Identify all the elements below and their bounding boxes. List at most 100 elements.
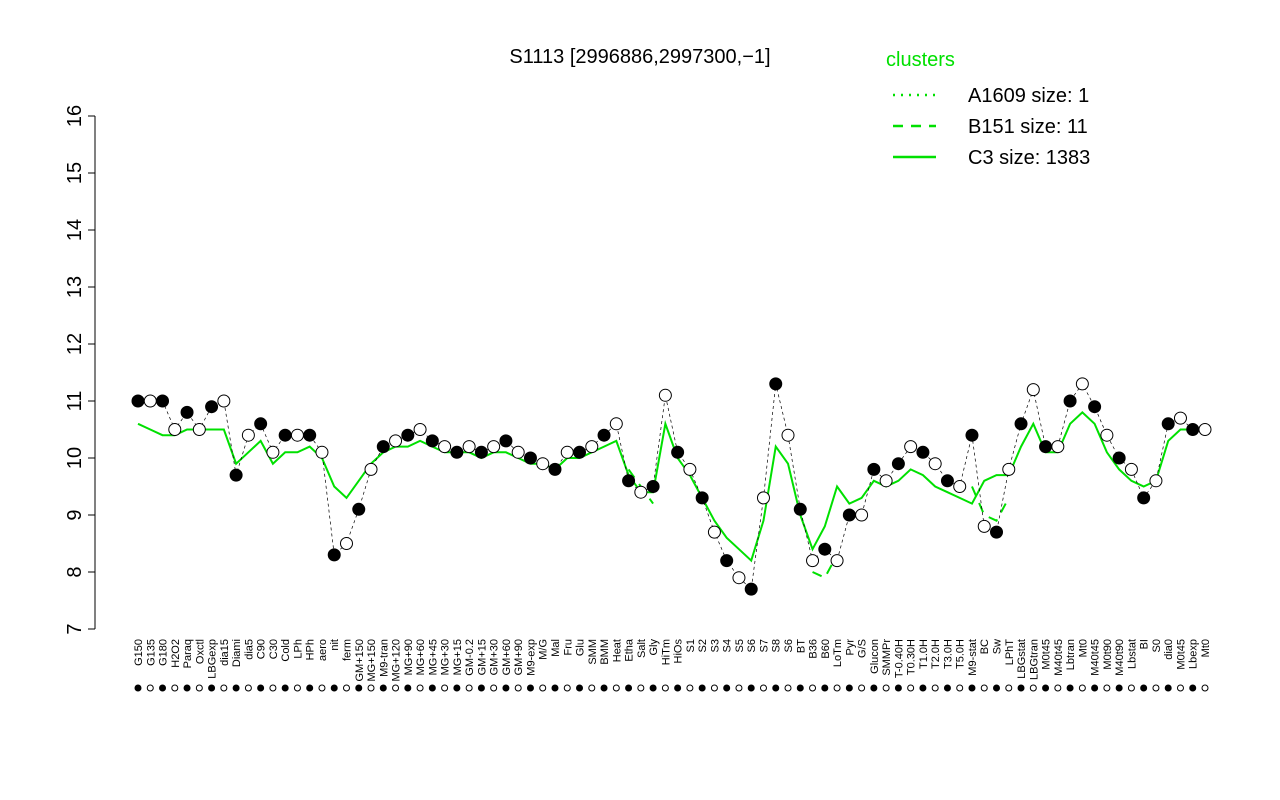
x-marker [686, 684, 694, 692]
data-point [536, 457, 550, 471]
x-tick-label: S4 [722, 639, 734, 652]
x-tick-label: M0t45 [1041, 639, 1053, 670]
x-tick-label: C90 [256, 639, 268, 659]
x-marker [919, 684, 927, 692]
x-tick-label: MG+45 [427, 639, 439, 675]
data-point [1063, 394, 1077, 408]
x-marker [637, 684, 645, 692]
x-marker [870, 684, 878, 692]
x-tick-label: M40t90 [1114, 639, 1126, 676]
x-tick-label: BMM [599, 639, 611, 665]
data-point [352, 502, 366, 516]
x-marker [956, 684, 964, 692]
x-tick-label: GM+150 [354, 639, 366, 682]
x-marker [576, 684, 584, 692]
x-marker [833, 684, 841, 692]
x-marker [342, 684, 350, 692]
x-marker [465, 684, 473, 692]
legend-label: B151 size: 11 [968, 116, 1088, 138]
x-marker [183, 684, 191, 692]
x-marker [809, 684, 817, 692]
data-point [168, 423, 182, 436]
x-marker [330, 684, 338, 692]
data-point [990, 525, 1004, 539]
x-marker [453, 684, 461, 692]
x-marker [220, 684, 228, 692]
x-tick-label: Paraq [182, 639, 194, 668]
y-tick-label: 9 [64, 509, 86, 520]
x-tick-label: G150 [133, 639, 145, 666]
data-point [769, 377, 783, 391]
x-tick-label: BC [979, 639, 991, 654]
x-tick-label: Fru [562, 639, 574, 656]
data-point [744, 582, 758, 596]
data-point [413, 423, 427, 436]
x-tick-label: S6 [783, 639, 795, 652]
data-point [756, 491, 770, 505]
data-point [842, 508, 856, 522]
data-point [953, 480, 967, 493]
data-point [622, 474, 636, 488]
x-tick-label: M9-tran [378, 639, 390, 677]
x-marker [244, 684, 252, 692]
x-marker [943, 684, 951, 692]
data-point [303, 428, 317, 442]
y-tick-label: 14 [64, 219, 86, 241]
x-marker [858, 684, 866, 692]
data-point [548, 462, 562, 476]
x-marker [845, 684, 853, 692]
x-tick-label: S5 [734, 639, 746, 652]
data-point [425, 434, 439, 448]
x-tick-label: Glucon [869, 639, 881, 674]
x-tick-label: T3.0H [942, 639, 954, 669]
data-point [389, 434, 403, 448]
x-marker [1201, 684, 1209, 692]
data-point [830, 554, 844, 568]
x-tick-label: LPh [292, 639, 304, 659]
x-marker [159, 684, 167, 692]
data-point [401, 428, 415, 442]
x-tick-label: M40t45 [1090, 639, 1102, 676]
data-point [855, 508, 869, 522]
data-point [217, 394, 231, 408]
x-tick-label: nit [329, 639, 341, 651]
x-tick-label: LoTm [832, 639, 844, 667]
x-marker [894, 684, 902, 692]
x-tick-label: H2O2 [170, 639, 182, 668]
y-tick-label: 15 [64, 162, 86, 184]
x-tick-label: MG+60 [415, 639, 427, 675]
x-marker [772, 684, 780, 692]
data-point [1075, 377, 1089, 391]
x-tick-label: Oxctl [194, 639, 206, 664]
data-point [450, 445, 464, 459]
x-tick-label: Mt0 [1077, 639, 1089, 657]
x-marker [269, 684, 277, 692]
data-point [720, 554, 734, 568]
chart-title: S1113 [2996886,2997300,−1] [509, 46, 770, 68]
x-marker [931, 684, 939, 692]
x-tick-label: B60 [820, 639, 832, 659]
data-point [438, 440, 452, 454]
x-marker [1140, 684, 1148, 692]
data-point [1051, 440, 1065, 454]
data-point [867, 462, 881, 476]
x-marker [821, 684, 829, 692]
x-tick-label: MG+120 [391, 639, 403, 682]
x-marker [134, 684, 142, 692]
x-tick-label: T5.0H [955, 639, 967, 669]
x-marker [1176, 684, 1184, 692]
data-point [1014, 417, 1028, 431]
x-marker [428, 684, 436, 692]
x-tick-label: G180 [158, 639, 170, 666]
x-tick-label: BI [1139, 639, 1151, 649]
data-point [879, 474, 893, 488]
x-tick-label: G/S [857, 639, 869, 658]
x-marker [539, 684, 547, 692]
x-tick-label: MG+15 [452, 639, 464, 675]
x-marker [195, 684, 203, 692]
x-tick-label: dia15 [219, 639, 231, 666]
x-tick-label: GM-0.2 [464, 639, 476, 676]
x-tick-label: T-0.40H [893, 639, 905, 678]
data-point [1198, 423, 1212, 436]
x-marker [281, 684, 289, 692]
